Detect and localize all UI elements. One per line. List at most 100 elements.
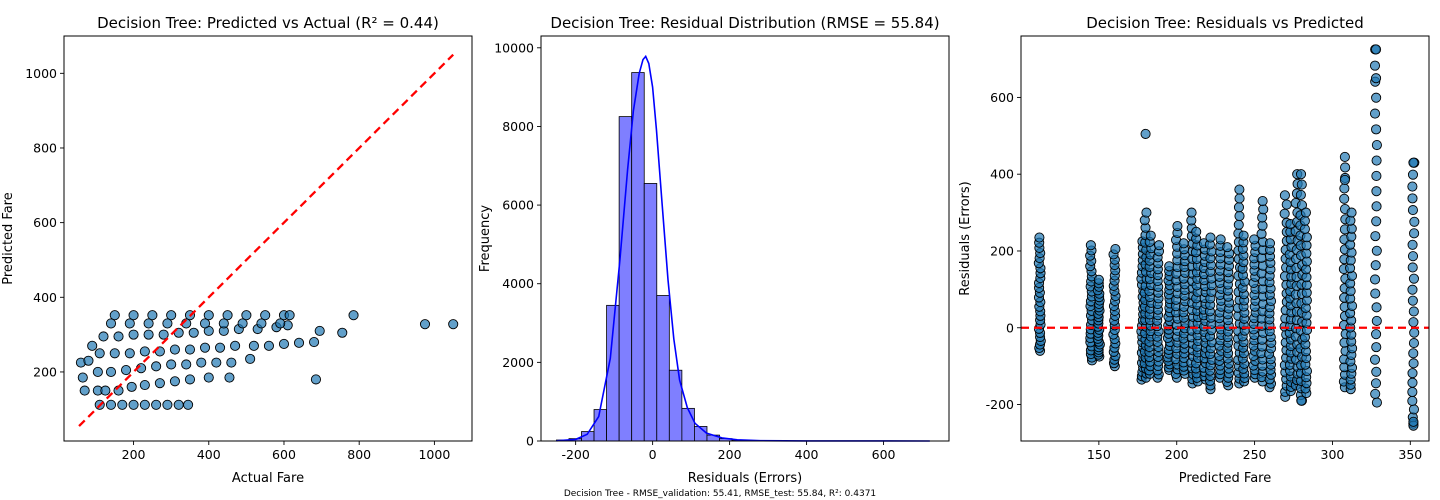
y-tick-label: 400: [990, 167, 1014, 182]
data-point: [264, 341, 273, 350]
data-point: [1408, 296, 1417, 305]
data-point: [227, 358, 236, 367]
data-point: [88, 341, 97, 350]
x-tick-label: -200: [561, 447, 589, 462]
data-point: [127, 382, 136, 391]
data-point: [1187, 208, 1196, 217]
data-point: [230, 341, 239, 350]
data-point: [225, 373, 234, 382]
y-tick-label: 0: [526, 434, 534, 449]
y-tick-label: 200: [33, 364, 57, 379]
y-tick-label: 200: [990, 243, 1014, 258]
data-point: [294, 338, 303, 347]
y-tick-label: 1000: [25, 66, 57, 81]
data-point: [1372, 343, 1381, 352]
y-tick-label: 10000: [494, 40, 534, 55]
x-tick-label: 150: [1087, 447, 1111, 462]
data-point: [1408, 252, 1417, 261]
x-tick-label: 200: [718, 447, 742, 462]
residual-distribution-panel: Decision Tree: Residual Distribution (RM…: [478, 14, 949, 486]
data-point: [1410, 328, 1419, 337]
data-point: [1234, 203, 1243, 212]
data-point: [1086, 241, 1095, 250]
data-point: [1408, 263, 1417, 272]
data-point: [449, 320, 458, 329]
x-tick-label: 0: [649, 447, 657, 462]
y-tick-label: 600: [33, 215, 57, 230]
data-point: [1370, 61, 1379, 70]
y-tick-label: -200: [986, 397, 1014, 412]
data-point: [1371, 232, 1380, 241]
x-axis-label: Actual Fare: [232, 471, 304, 486]
data-point: [1408, 182, 1417, 191]
data-point: [1408, 194, 1417, 203]
y-tick-label: 2000: [502, 355, 534, 370]
data-point: [1370, 109, 1379, 118]
y-axis-label: Frequency: [478, 205, 493, 272]
data-point: [249, 341, 258, 350]
x-tick-label: 300: [1321, 447, 1345, 462]
data-point: [1410, 217, 1419, 226]
data-point: [1372, 93, 1381, 102]
data-point: [1340, 152, 1349, 161]
data-point: [1259, 205, 1268, 214]
data-point: [1372, 202, 1381, 211]
data-point: [1372, 156, 1381, 165]
data-point: [78, 373, 87, 382]
data-point: [1409, 359, 1418, 368]
x-tick-label: 400: [795, 447, 819, 462]
y-axis-label: Predicted Fare: [1, 192, 16, 284]
data-point: [242, 311, 251, 320]
data-point: [129, 400, 138, 409]
data-point: [1141, 129, 1150, 138]
data-point: [1372, 246, 1381, 255]
chart-title: Decision Tree: Residuals vs Predicted: [1086, 14, 1364, 32]
data-point: [1409, 229, 1418, 238]
data-point: [1371, 261, 1380, 270]
data-point: [1265, 239, 1274, 248]
data-point: [1223, 243, 1232, 252]
y-axis-label: Residuals (Errors): [958, 181, 973, 295]
data-point: [1146, 231, 1155, 240]
histogram-bar: [644, 183, 657, 441]
data-point: [1408, 285, 1417, 294]
y-tick-label: 8000: [502, 119, 534, 134]
data-point: [1370, 355, 1379, 364]
data-point: [1258, 213, 1267, 222]
data-point: [338, 328, 347, 337]
y-tick-label: 600: [990, 90, 1014, 105]
data-point: [155, 379, 164, 388]
data-point: [279, 339, 288, 348]
data-point: [1282, 200, 1291, 209]
data-point: [1111, 244, 1120, 253]
data-point: [1280, 209, 1289, 218]
data-point: [1372, 171, 1381, 180]
data-point: [148, 311, 157, 320]
data-point: [1409, 339, 1418, 348]
x-axis-label: Residuals (Errors): [688, 471, 802, 486]
data-point: [118, 400, 127, 409]
data-point: [93, 367, 102, 376]
data-point: [144, 330, 153, 339]
axes-frame: [541, 36, 949, 441]
data-point: [95, 349, 104, 358]
data-point: [152, 362, 161, 371]
data-point: [125, 349, 134, 358]
data-point: [170, 345, 179, 354]
data-point: [1341, 163, 1350, 172]
data-point: [174, 400, 183, 409]
data-point: [261, 311, 270, 320]
data-point: [1371, 45, 1380, 54]
data-point: [1206, 233, 1215, 242]
data-point: [1340, 175, 1349, 184]
data-point: [1258, 196, 1267, 205]
data-point: [163, 400, 172, 409]
data-point: [1302, 233, 1311, 242]
data-point: [197, 358, 206, 367]
data-point: [1409, 349, 1418, 358]
data-point: [1408, 387, 1417, 396]
data-point: [1371, 125, 1380, 134]
data-point: [1340, 194, 1349, 203]
residuals-vs-predicted-panel: Decision Tree: Residuals vs PredictedPre…: [958, 14, 1429, 486]
data-point: [1409, 405, 1418, 414]
